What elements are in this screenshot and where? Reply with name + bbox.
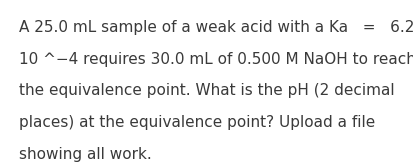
Text: A 25.0 mL sample of a weak acid with a Ka   =   6.2 x: A 25.0 mL sample of a weak acid with a K… <box>19 20 413 35</box>
Text: 10 ^−4 requires 30.0 mL of 0.500 M NaOH to reach: 10 ^−4 requires 30.0 mL of 0.500 M NaOH … <box>19 52 413 67</box>
Text: places) at the equivalence point? Upload a file: places) at the equivalence point? Upload… <box>19 115 374 130</box>
Text: showing all work.: showing all work. <box>19 147 151 162</box>
Text: the equivalence point. What is the pH (2 decimal: the equivalence point. What is the pH (2… <box>19 84 393 99</box>
